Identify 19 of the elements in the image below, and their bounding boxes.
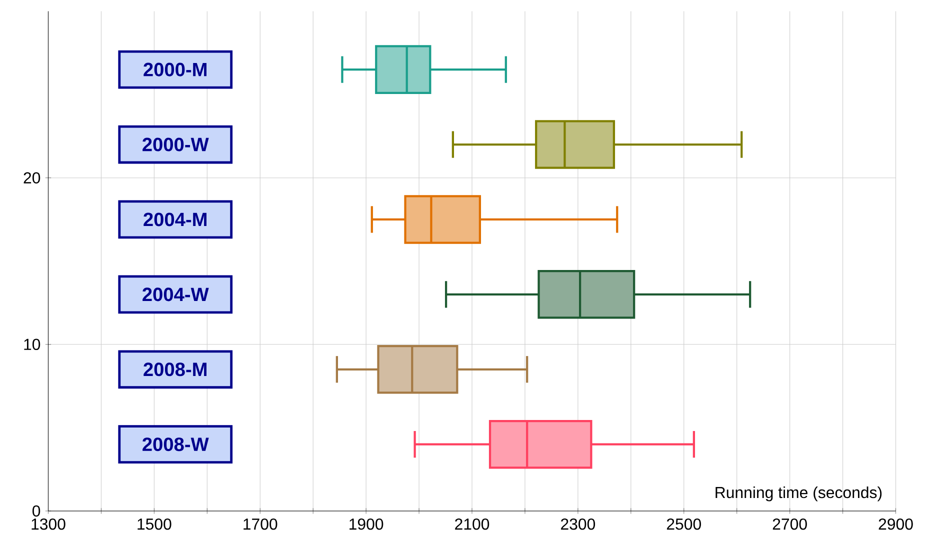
x-tick-label: 2300: [561, 518, 596, 530]
text: 10: [24, 338, 40, 350]
x-tick-label: 2900: [878, 518, 913, 530]
y-tick-label: 2004-W: [142, 288, 209, 302]
x-tick-label: 2100: [455, 518, 490, 530]
text: 20: [24, 172, 40, 184]
y-tick-label: 2008-W: [142, 437, 209, 451]
x-tick-label: 1500: [138, 518, 172, 530]
x-tick-label: 2700: [772, 518, 807, 530]
x-tick-label: 2500: [666, 518, 701, 530]
x-axis-title: Running time (seconds): [716, 486, 882, 502]
y-tick-label: 2000-M: [144, 62, 206, 76]
x-tick-label: 1900: [350, 518, 384, 530]
x-tick-label: 1300: [32, 518, 66, 530]
y-tick-label: 2008-M: [144, 362, 206, 376]
x-tick-label: 1700: [244, 518, 278, 530]
y-tick-label: 2000-W: [142, 138, 209, 152]
text: 0: [32, 505, 40, 516]
y-tick-label: 2004-M: [144, 212, 206, 226]
